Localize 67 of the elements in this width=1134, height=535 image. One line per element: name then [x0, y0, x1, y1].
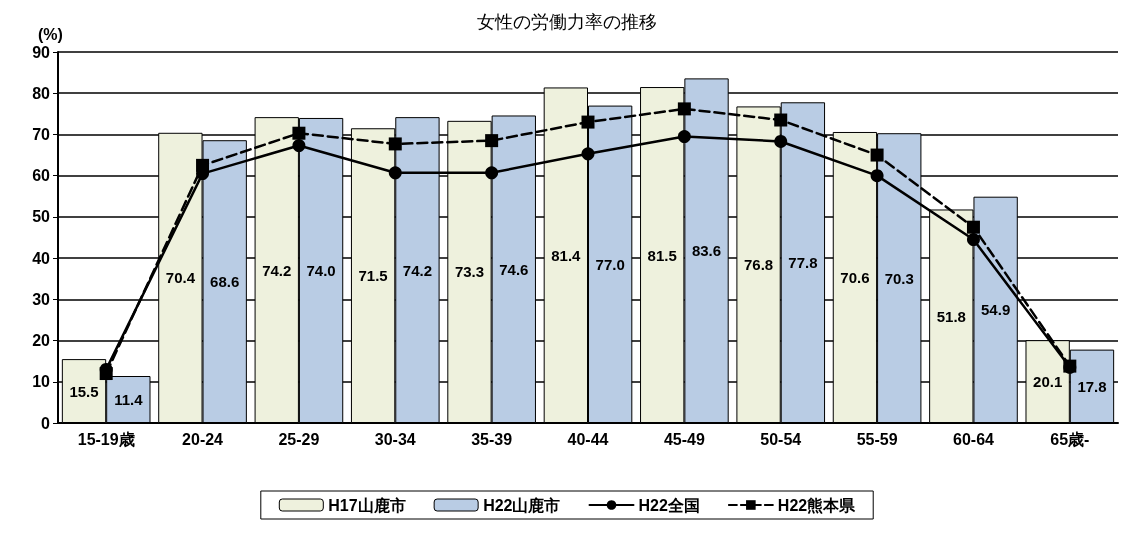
- x-tick-label: 20-24: [182, 430, 224, 448]
- data-label: 77.8: [788, 254, 818, 272]
- point: [388, 137, 402, 151]
- data-label: 51.8: [936, 307, 966, 325]
- data-label: 81.5: [647, 246, 677, 264]
- point: [870, 169, 884, 183]
- x-tick-label: 40-44: [567, 430, 609, 448]
- data-label: 73.3: [454, 263, 485, 281]
- chart-title: 女性の労働力率の推移: [477, 12, 657, 32]
- point: [581, 147, 595, 161]
- data-label: 68.6: [210, 273, 240, 291]
- y-tick-label: 90: [32, 43, 51, 61]
- point: [966, 220, 980, 234]
- x-tick-label: 25-29: [278, 430, 320, 448]
- x-tick-label: 15-19歳: [77, 430, 135, 448]
- data-label: 70.3: [884, 269, 914, 287]
- data-label: 17.8: [1077, 377, 1107, 395]
- point: [292, 139, 306, 153]
- data-label: 70.4: [165, 269, 196, 287]
- y-tick-label: 30: [32, 290, 51, 308]
- point: [677, 130, 691, 143]
- point: [774, 113, 788, 127]
- point: [677, 102, 691, 116]
- point: [485, 166, 499, 180]
- legend-label: H22山鹿市: [483, 496, 561, 514]
- data-label: 81.4: [551, 246, 582, 264]
- x-tick-label: 30-34: [374, 430, 416, 448]
- y-tick-label: 60: [32, 167, 51, 185]
- point: [870, 148, 884, 162]
- point: [99, 367, 113, 381]
- data-label: 71.5: [358, 267, 388, 285]
- data-label: 76.8: [743, 256, 774, 274]
- point: [966, 233, 980, 247]
- y-tick-label: 20: [32, 332, 51, 350]
- point: [774, 134, 788, 148]
- data-label: 15.5: [69, 382, 99, 400]
- data-label: 20.1: [1033, 373, 1063, 391]
- data-label: 74.2: [402, 261, 433, 279]
- legend-label: H17山鹿市: [328, 496, 406, 514]
- data-label: 83.6: [691, 242, 722, 260]
- x-tick-label: 45-49: [663, 430, 705, 448]
- y-tick-label: 50: [32, 208, 51, 226]
- legend-label: H22熊本県: [777, 496, 857, 515]
- point: [196, 158, 210, 172]
- point: [292, 126, 306, 140]
- legend-label: H22全国: [638, 496, 700, 514]
- x-tick-label: 50-54: [760, 430, 802, 448]
- point: [388, 166, 402, 180]
- data-label: 11.4: [114, 391, 144, 408]
- point: [581, 115, 595, 129]
- data-label: 70.6: [840, 268, 870, 286]
- data-label: 74.0: [306, 261, 336, 279]
- x-tick-label: 65歳-: [1050, 430, 1090, 448]
- data-label: 77.0: [595, 255, 625, 273]
- y-tick-label: 0: [41, 414, 51, 432]
- data-label: 54.9: [981, 301, 1011, 319]
- point: [485, 134, 499, 148]
- y-axis-title: (%): [38, 25, 63, 43]
- x-tick-label: 55-59: [856, 430, 898, 448]
- y-tick-label: 80: [32, 84, 51, 102]
- y-tick-label: 70: [32, 125, 51, 143]
- y-tick-label: 40: [32, 249, 51, 267]
- data-label: 74.6: [499, 260, 529, 278]
- y-tick-label: 10: [32, 373, 51, 391]
- data-label: 74.2: [262, 261, 292, 279]
- x-tick-label: 60-64: [952, 430, 995, 448]
- x-tick-label: 35-39: [471, 430, 513, 448]
